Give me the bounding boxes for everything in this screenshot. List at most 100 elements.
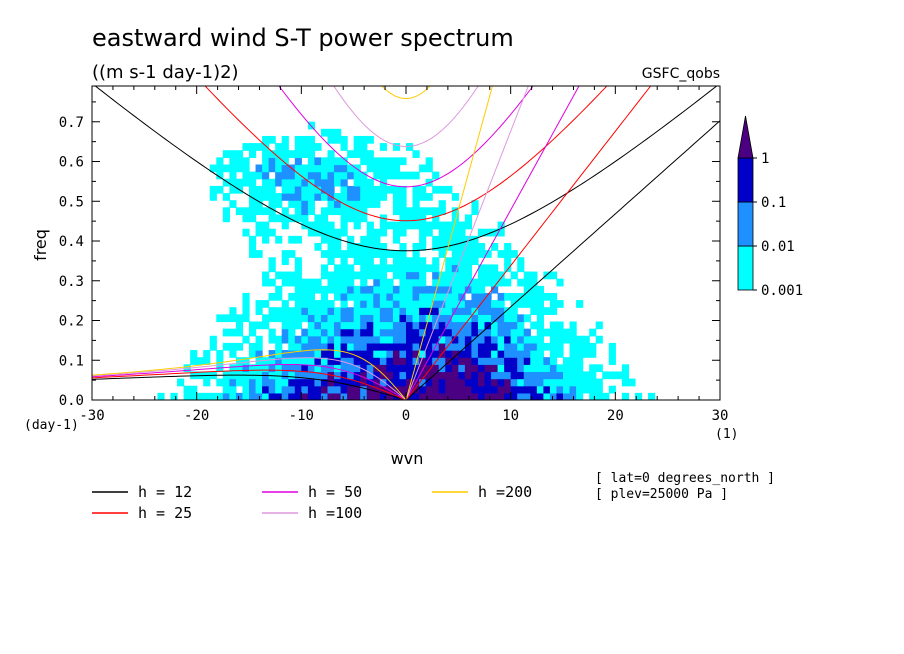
heatmap-cell [530, 378, 538, 387]
heatmap-cell [314, 185, 322, 194]
heatmap-cell [432, 314, 440, 323]
heatmap-cell [216, 314, 224, 323]
heatmap-cell [281, 271, 289, 280]
heatmap-cell [510, 307, 518, 315]
heatmap-cell [438, 328, 446, 337]
heatmap-cell [268, 200, 276, 208]
heatmap-cell [360, 300, 368, 308]
heatmap-cell [288, 171, 296, 180]
heatmap-cell [576, 342, 584, 351]
heatmap-cell [216, 164, 224, 173]
heatmap-cell [275, 150, 283, 158]
heatmap-cell [510, 342, 518, 351]
heatmap-cell [379, 157, 387, 166]
heatmap-cell [523, 271, 531, 280]
heatmap-cell [307, 178, 316, 187]
heatmap-cell [235, 314, 244, 323]
heatmap-cell [373, 185, 381, 194]
heatmap-cell [373, 228, 381, 237]
heatmap-cell [307, 350, 316, 358]
gravity-curve [381, 86, 431, 100]
heatmap-cell [419, 378, 427, 387]
heatmap-cell [432, 385, 440, 394]
heatmap-cell [320, 193, 329, 201]
heatmap-cell [196, 357, 204, 365]
heatmap-cell [281, 185, 289, 194]
heatmap-cell [235, 364, 244, 373]
heatmap-cell [242, 207, 250, 216]
heatmap-cell [523, 300, 531, 308]
heatmap-cell [353, 164, 361, 173]
heatmap-cell [347, 328, 355, 337]
heatmap-cell [471, 207, 479, 216]
heatmap-cell [242, 385, 250, 394]
heatmap-cell [589, 385, 597, 394]
heatmap-cell [249, 178, 257, 187]
heatmap-cell [445, 392, 453, 400]
heatmap-cell [497, 350, 505, 358]
heatmap-cell [491, 357, 499, 365]
heatmap-cell [307, 200, 316, 208]
heatmap-cell [275, 271, 283, 280]
heatmap-cell [392, 385, 401, 394]
heatmap-cell [347, 378, 355, 387]
heatmap-cell [419, 307, 427, 315]
heatmap-cell [392, 228, 401, 237]
colorbar-segment [737, 245, 754, 291]
heatmap-cell [569, 321, 577, 330]
heatmap-cell [477, 314, 486, 323]
heatmap-cell [314, 278, 322, 287]
heatmap-cell [360, 250, 368, 258]
heatmap-cell [242, 335, 250, 344]
heatmap-cell [294, 157, 302, 166]
heatmap-cell [549, 335, 558, 344]
heatmap-cell [275, 342, 283, 351]
heatmap-cell [458, 342, 466, 351]
heatmap-cell [340, 392, 348, 400]
heatmap-cell [412, 171, 420, 180]
heatmap-cell [268, 207, 276, 216]
heatmap-cell [386, 392, 394, 400]
heatmap-cell [386, 350, 394, 358]
heatmap-cell [196, 392, 204, 400]
heatmap-cell [543, 364, 551, 373]
heatmap-cell [458, 385, 466, 394]
heatmap-cell [399, 157, 407, 166]
heatmap-cell [549, 300, 558, 308]
x-tick-label: 30 [712, 408, 729, 424]
heatmap-cell [379, 250, 387, 258]
gravity-curve [94, 86, 718, 252]
heatmap-cell [373, 385, 381, 394]
heatmap-cell [366, 235, 374, 244]
heatmap-cell [477, 392, 486, 400]
heatmap-cell [517, 357, 525, 365]
heatmap-cell [406, 271, 414, 280]
heatmap-cell [536, 371, 544, 380]
heatmap-cell [425, 207, 433, 216]
heatmap-cell [432, 300, 440, 308]
heatmap-cell [484, 385, 492, 394]
heatmap-cell [517, 350, 525, 358]
heatmap-cell [419, 164, 427, 173]
heatmap-cell [327, 307, 335, 315]
heatmap-cell [419, 392, 427, 400]
heatmap-cell [504, 278, 512, 287]
heatmap-cell [517, 300, 525, 308]
heatmap-cell [412, 321, 420, 330]
heatmap-cell [373, 193, 381, 201]
heatmap-cell [353, 214, 361, 223]
heatmap-cell [373, 264, 381, 273]
heatmap-cell [314, 300, 322, 308]
heatmap-cell [432, 335, 440, 344]
heatmap-cell [301, 328, 309, 337]
heatmap-cell [327, 235, 335, 244]
heatmap-cell [379, 328, 387, 337]
heatmap-cell [379, 228, 387, 237]
heatmap-cell [327, 385, 335, 394]
heatmap-cell [340, 350, 348, 358]
heatmap-cell [432, 171, 440, 180]
heatmap-cell [445, 292, 453, 301]
heatmap-cell [406, 321, 414, 330]
heatmap-cell [255, 207, 263, 216]
heatmap-cell [320, 371, 329, 380]
